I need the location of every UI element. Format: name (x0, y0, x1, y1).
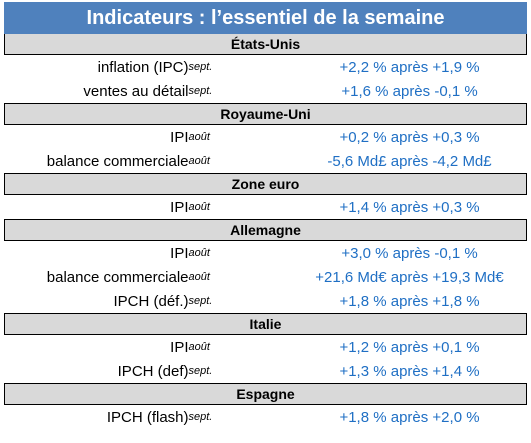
indicator-label: inflation (IPC) (97, 58, 189, 76)
value-cell: +1,8 % après +1,8 % (339, 292, 480, 310)
indicators-table-body: Indicateurs : l’essentiel de la semaine … (3, 2, 528, 430)
value-cell: +1,8 % après +2,0 % (339, 408, 480, 426)
country-row: Allemagne (3, 219, 528, 241)
table-row: IPCH (def) sept. +1,3 % après +1,4 % (5, 359, 527, 384)
period-label: août (188, 155, 210, 167)
table-title: Indicateurs : l’essentiel de la semaine (3, 2, 528, 34)
table-row: IPI août +3,0 % après -0,1 % (5, 241, 527, 266)
period-label: sept. (188, 411, 213, 423)
value-cell: -5,6 Md£ après -4,2 Md£ (327, 152, 492, 170)
period-label: août (188, 247, 210, 259)
country-row: États-Unis (3, 33, 528, 55)
indicator-label: IPI (170, 198, 189, 216)
table-row: IPCH (flash) sept. +1,8 % après +2,0 % (5, 405, 527, 430)
value-cell: +3,0 % après -0,1 % (341, 244, 478, 262)
table-row: balance commerciale août -5,6 Md£ après -4… (5, 149, 527, 174)
country-header: États-Unis (3, 33, 528, 55)
period-label: sept. (188, 61, 213, 73)
table-row: IPI août +1,4 % après +0,3 % (5, 195, 527, 220)
value-cell: +1,6 % après -0,1 % (341, 82, 478, 100)
table-row: balance commerciale août +21,6 Md€ après +… (5, 265, 527, 289)
indicator-label: IPI (170, 244, 189, 262)
country-row: Espagne (3, 383, 528, 405)
indicator-label: ventes au détail (83, 82, 189, 100)
value-cell: +0,2 % après +0,3 % (339, 128, 480, 146)
indicator-label: IPI (170, 338, 189, 356)
country-row: Zone euro (3, 173, 528, 195)
indicator-label: balance commerciale (46, 268, 189, 286)
period-label: sept. (188, 295, 213, 307)
table-row: IPI août +0,2 % après +0,3 % (5, 125, 527, 150)
indicator-label: balance commerciale (46, 152, 189, 170)
value-cell: +1,4 % après +0,3 % (339, 198, 480, 216)
period-label: sept. (188, 365, 213, 377)
country-header: Italie (3, 313, 528, 335)
value-cell: +1,3 % après +1,4 % (339, 362, 480, 380)
value-cell: +2,2 % après +1,9 % (339, 58, 480, 76)
value-cell: +21,6 Md€ après +19,3 Md€ (315, 268, 504, 286)
country-header: Zone euro (3, 173, 528, 195)
indicator-label: IPCH (déf.) (113, 292, 189, 310)
table-row: inflation (IPC) sept. +2,2 % après +1,9 % (5, 55, 527, 80)
country-header: Espagne (3, 383, 528, 405)
indicators-table: Indicateurs : l’essentiel de la semaine … (3, 2, 528, 430)
table-row: IPCH (déf.) sept. +1,8 % après +1,8 % (5, 289, 527, 314)
period-label: sept. (188, 85, 213, 97)
title-row: Indicateurs : l’essentiel de la semaine (3, 2, 528, 34)
country-row: Italie (3, 313, 528, 335)
period-label: août (188, 341, 210, 353)
period-label: août (188, 131, 210, 143)
indicator-label: IPCH (def) (117, 362, 189, 380)
country-header: Royaume-Uni (3, 103, 528, 125)
country-row: Royaume-Uni (3, 103, 528, 125)
table-row: IPI août +1,2 % après +0,1 % (5, 335, 527, 360)
period-label: août (188, 201, 210, 213)
indicator-label: IPCH (flash) (106, 408, 189, 426)
table-row: ventes au détail sept. +1,6 % après -0,1 % (5, 79, 527, 104)
country-header: Allemagne (3, 219, 528, 241)
value-cell: +1,2 % après +0,1 % (339, 338, 480, 356)
indicator-label: IPI (170, 128, 189, 146)
period-label: août (188, 271, 210, 283)
